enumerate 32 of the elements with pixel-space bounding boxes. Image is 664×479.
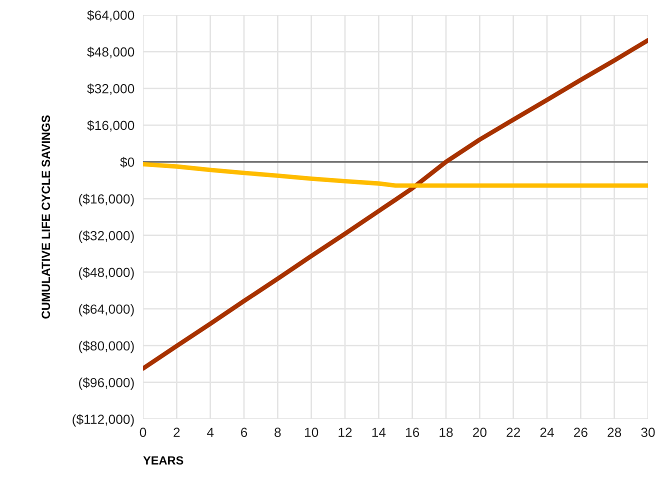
x-tick-label: 14 bbox=[372, 428, 386, 437]
x-tick-label: 8 bbox=[274, 428, 281, 438]
x-tick-label: 30 bbox=[641, 428, 655, 438]
x-tick-label: 28 bbox=[608, 428, 622, 438]
x-tick-label: 18 bbox=[440, 428, 453, 438]
y-tick-label: ($32,000) bbox=[79, 230, 134, 243]
y-tick-label: ($48,000) bbox=[79, 267, 134, 280]
x-tick-label: 2 bbox=[174, 428, 180, 437]
y-tick-label: ($64,000) bbox=[79, 304, 134, 316]
x-tick-label: 20 bbox=[472, 428, 486, 438]
y-tick-label: $16,000 bbox=[87, 120, 134, 132]
x-tick-label: 4 bbox=[206, 428, 214, 437]
x-tick-label: 16 bbox=[406, 428, 420, 438]
x-tick-label: 22 bbox=[506, 428, 520, 437]
y-tick-label: $0 bbox=[120, 156, 134, 168]
y-tick-label: $48,000 bbox=[87, 46, 134, 58]
x-tick-label: 24 bbox=[540, 428, 554, 437]
x-axis-title: YEARS bbox=[143, 456, 184, 465]
line-series bbox=[143, 38, 648, 371]
y-axis-title: CUMULATIVE LIFE CYCLE SAVINGS bbox=[42, 115, 50, 319]
y-tick-label: ($96,000) bbox=[79, 377, 134, 390]
y-tick-label: ($16,000) bbox=[79, 194, 134, 206]
y-tick-label: ($80,000) bbox=[79, 340, 134, 354]
x-tick-label: 26 bbox=[574, 428, 588, 438]
x-tick-label: 12 bbox=[338, 428, 352, 437]
line-series bbox=[143, 162, 648, 188]
x-tick-label: 0 bbox=[140, 428, 146, 438]
x-tick-label: 6 bbox=[241, 428, 248, 438]
y-tick-label: ($112,000) bbox=[72, 414, 134, 427]
x-tick-label: 10 bbox=[305, 428, 318, 438]
y-tick-label: $32,000 bbox=[87, 83, 134, 95]
y-tick-label: $64,000 bbox=[87, 10, 134, 22]
